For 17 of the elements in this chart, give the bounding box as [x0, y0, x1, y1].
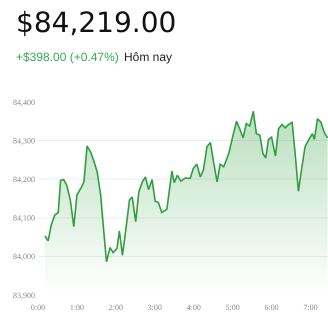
x-tick-label: 6:00 — [264, 303, 279, 312]
text: Hôm nay — [124, 50, 172, 64]
y-tick-label: 83,900 — [13, 290, 35, 300]
chart-title: $84,219.00 — [16, 6, 176, 39]
x-tick-label: 4:00 — [186, 303, 201, 312]
x-tick-label: 5:00 — [226, 303, 240, 312]
x-tick-label: 2:00 — [108, 303, 123, 312]
y-tick-label: 84,000 — [13, 252, 35, 262]
x-tick-label: 7:00 — [303, 303, 318, 312]
x-tick-label: 0:00 — [30, 303, 46, 312]
chart-subtitle: +$398.00 (+0.47%) — [16, 50, 119, 64]
y-tick-label: 84,400 — [13, 98, 35, 107]
x-tick-label: 1:00 — [70, 303, 84, 312]
y-tick-label: 84,300 — [13, 136, 35, 146]
y-tick-label: 84,100 — [13, 214, 35, 223]
x-tick-label: 3:00 — [148, 303, 162, 312]
y-tick-label: 84,200 — [13, 175, 35, 184]
